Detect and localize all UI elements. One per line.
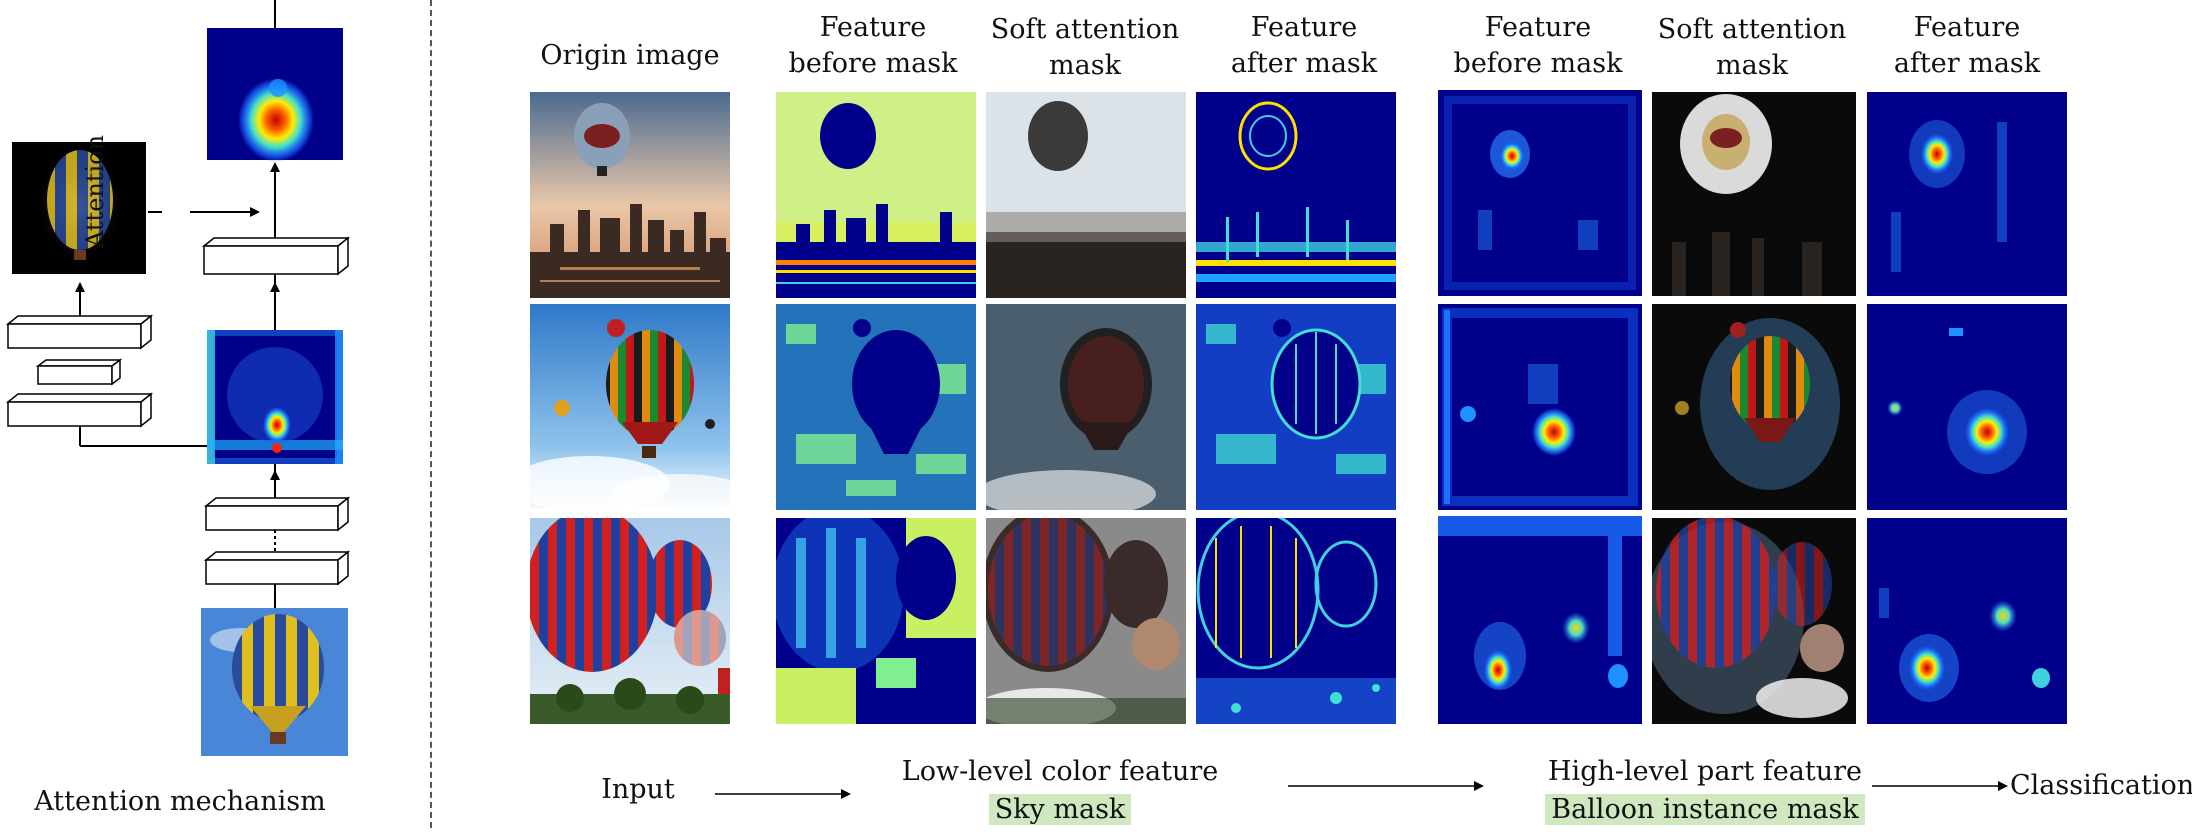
row2-high-feature-after [1867,304,2067,510]
pipeline-balloon-mask: Balloon instance mask [1545,792,1865,828]
pipeline-sky-mask: Sky mask [900,792,1220,828]
panel-divider [430,0,432,828]
header-low-before-l2: before mask [788,48,958,79]
row3-high-feature-after [1867,518,2067,724]
header-high-mask-l1: Soft attention [1657,14,1847,45]
arrow-high-to-class [1872,781,2008,791]
pipeline-input: Input [601,774,675,805]
row1-origin-image [530,92,730,298]
attention-balloon-thumb [12,142,146,274]
header-high-before-l2: before mask [1453,48,1623,79]
row3-low-feature-after [1196,518,1396,724]
row2-high-feature-before [1438,304,1642,510]
row2-low-attention-mask [986,304,1186,510]
row3-high-feature-before [1438,516,1642,724]
row2-low-feature-after [1196,304,1396,510]
sky-mask-label: Sky mask [988,794,1132,825]
header-low-after-l2: after mask [1230,48,1378,79]
row1-low-feature-after [1196,92,1396,298]
row3-low-attention-mask [986,518,1186,724]
row1-low-feature-before [776,92,976,298]
attention-caption: Attention mechanism [34,786,326,817]
header-low-mask-l1: Soft attention [990,14,1180,45]
arrow-input-to-low [715,789,851,799]
pipeline-low-level: Low-level color feature [901,756,1219,787]
attention-diagram-drawing [5,0,351,756]
header-low-mask-l2: mask [1049,50,1121,81]
header-high-before-l1: Feature [1484,12,1592,43]
row1-high-feature-after [1867,92,2067,296]
balloon-mask-label: Balloon instance mask [1545,794,1865,825]
row2-high-attention-mask [1652,304,1856,510]
header-origin-image: Origin image [540,40,720,71]
arrow-low-to-high [1288,781,1484,791]
row1-high-attention-mask [1652,92,1856,296]
output-heatmap [207,28,343,162]
row1-high-feature-before [1438,90,1642,296]
row1-low-attention-mask [986,92,1186,298]
row3-origin-image [530,518,730,724]
header-high-after-l1: Feature [1913,12,2021,43]
row3-high-attention-mask [1652,518,1856,724]
row3-low-feature-before [776,518,976,724]
pipeline-classification: Classification [2010,770,2192,801]
row2-low-feature-before [776,304,976,510]
input-balloon-thumb [201,608,348,756]
feature-heatmap [207,330,343,464]
header-low-before-l1: Feature [819,12,927,43]
pipeline-high-level: High-level part feature [1548,756,1862,787]
attention-label: Attention [81,134,109,248]
row2-origin-image [530,304,730,508]
header-high-mask-l2: mask [1716,50,1788,81]
header-high-after-l2: after mask [1893,48,2041,79]
header-low-after-l1: Feature [1250,12,1358,43]
attention-diagram: Attention Attention mechanism [0,0,420,828]
